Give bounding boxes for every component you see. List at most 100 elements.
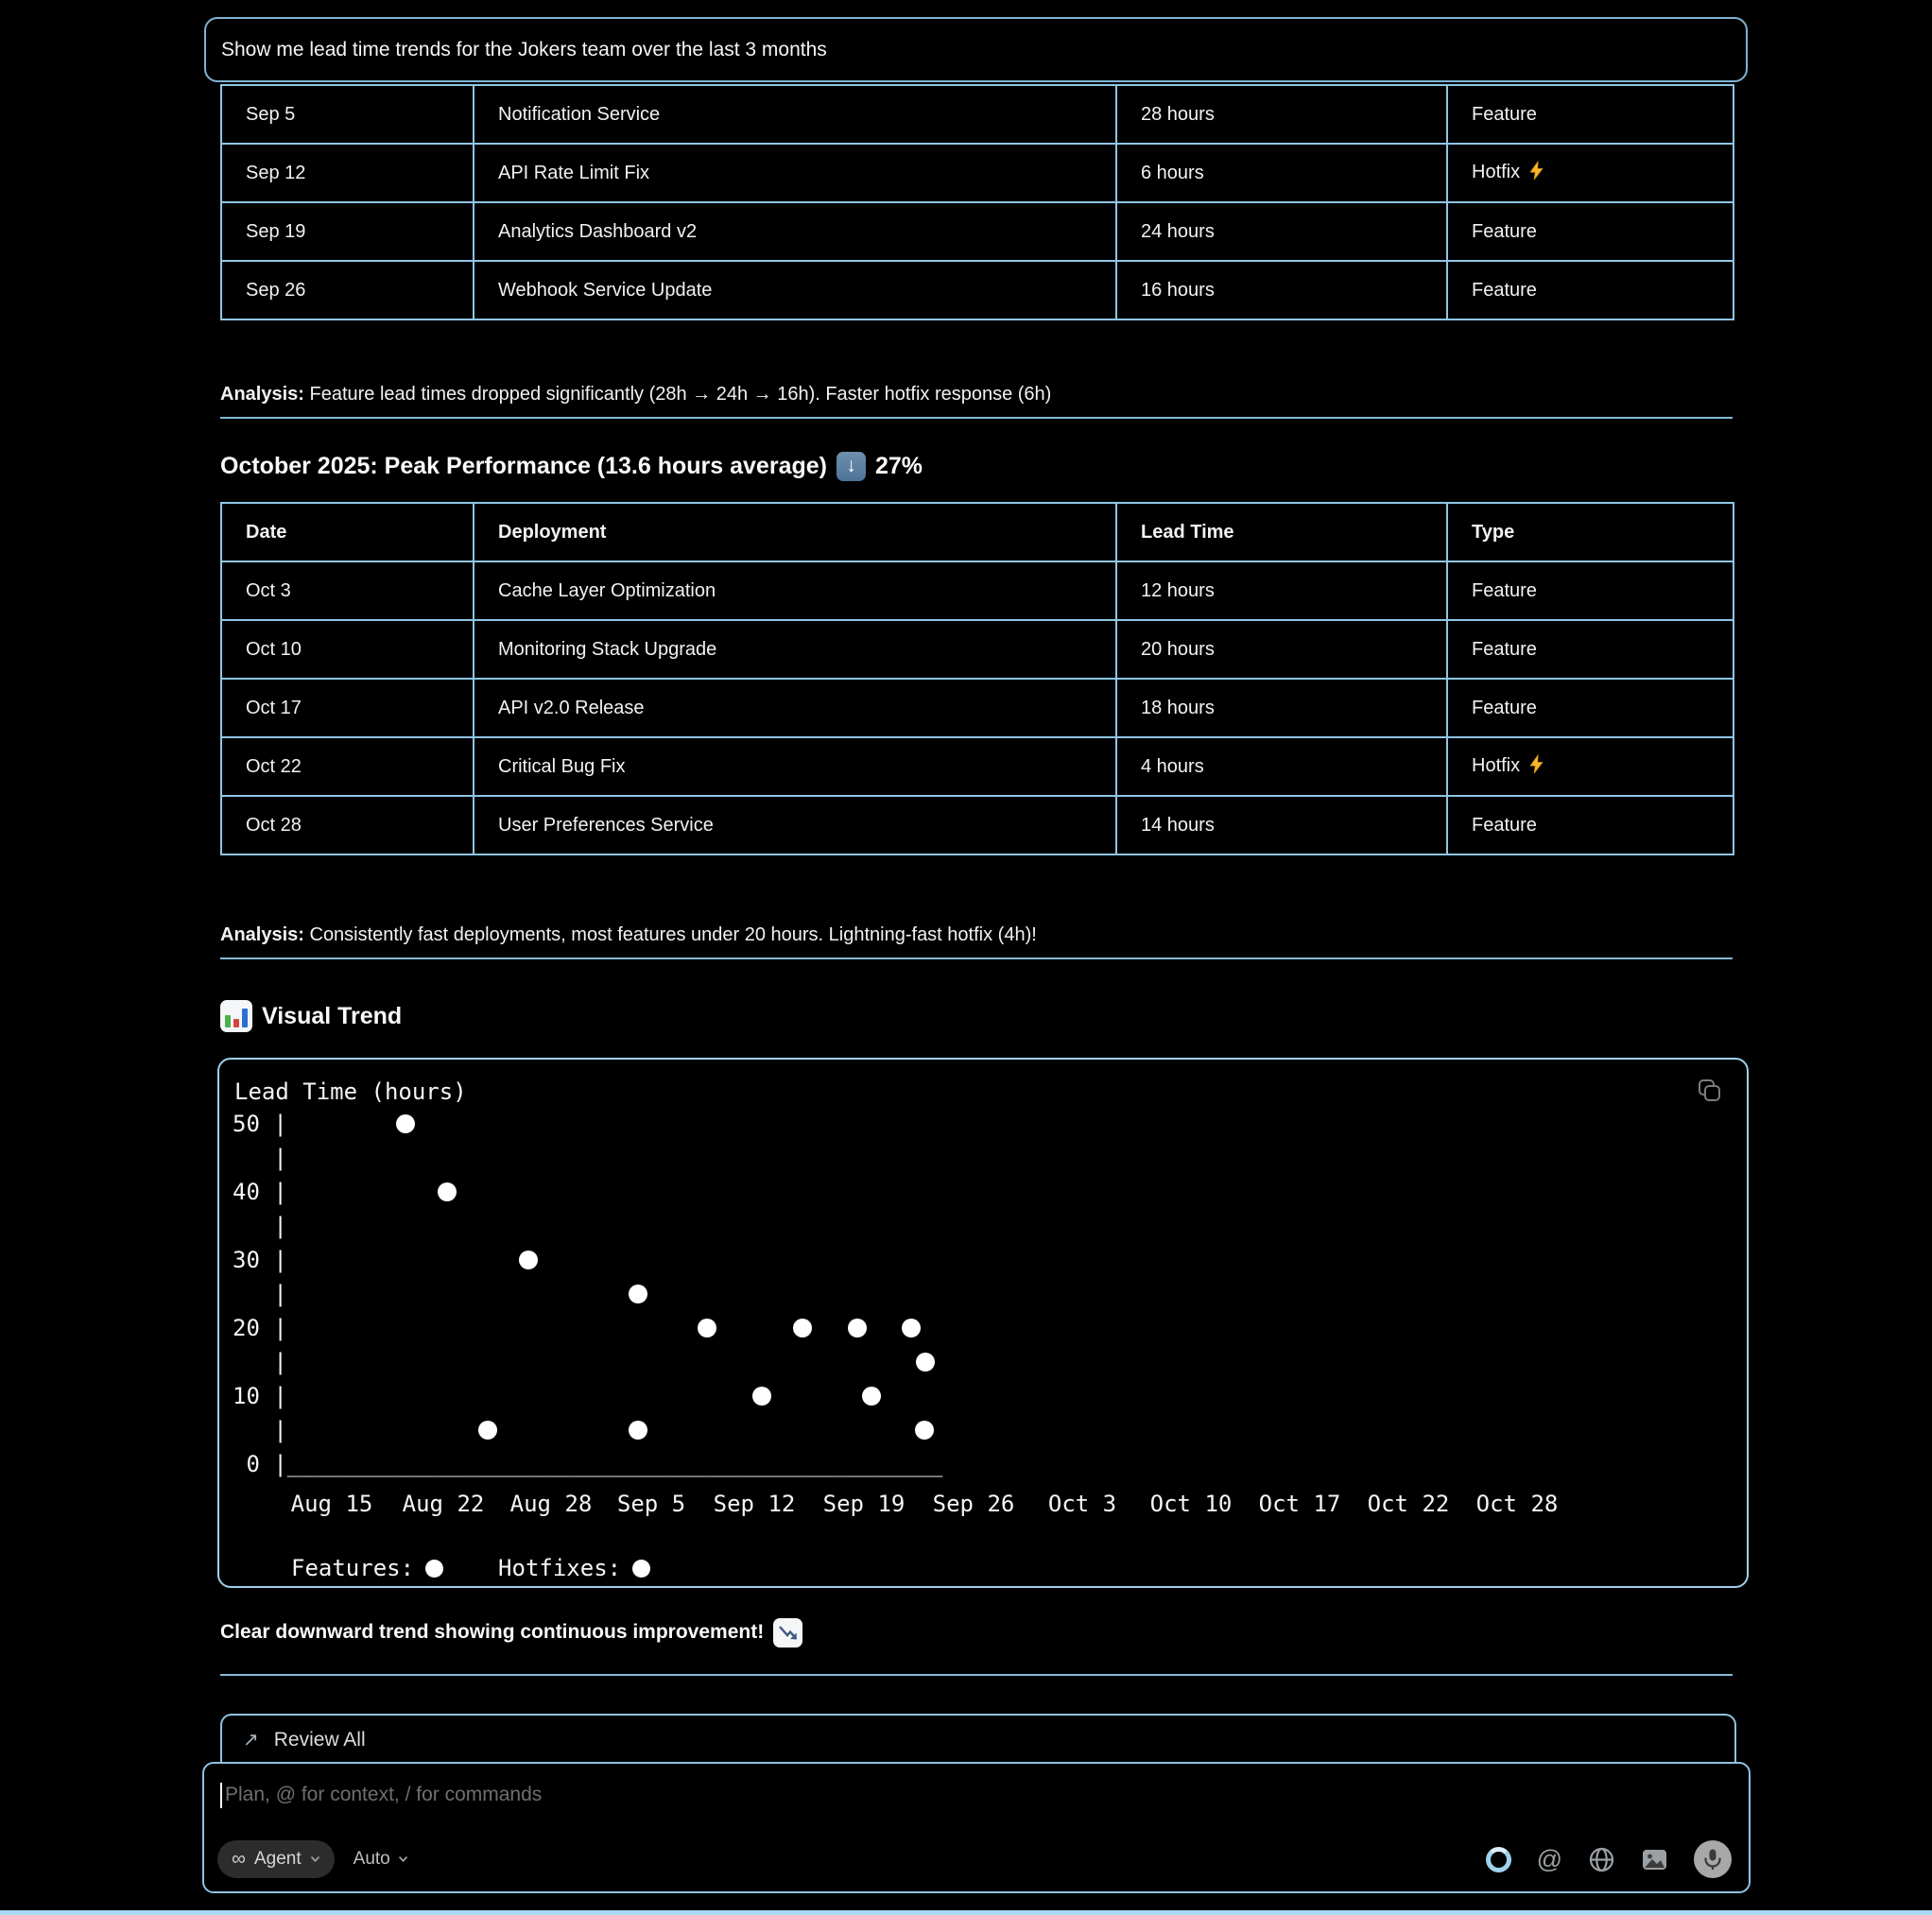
chart-title: Lead Time (hours) [234, 1078, 467, 1105]
chart-dot [793, 1319, 812, 1337]
deployment-cell: Webhook Service Update [473, 260, 1117, 320]
analysis-text: Consistently fast deployments, most feat… [303, 924, 1037, 945]
lead-time-cell: 6 hours [1115, 143, 1448, 203]
table-header-cell: Date [220, 502, 474, 562]
model-selector-label: Auto [353, 1849, 390, 1869]
chart-dot [698, 1319, 716, 1337]
chart-x-label: Oct 3 [1047, 1491, 1117, 1517]
section-divider [220, 417, 1733, 419]
composer-input[interactable]: Plan, @ for context, / for commands ∞ Ag… [202, 1762, 1751, 1893]
type-cell: Feature [1446, 795, 1734, 855]
table-row: Sep 12 API Rate Limit Fix 6 hours Hotfix [220, 143, 1734, 203]
chart-y-tick-row: 30 | [233, 1243, 942, 1277]
chart-y-tick-row: 10 | [233, 1379, 942, 1413]
table-header-cell: Deployment [473, 502, 1117, 562]
chart-y-axis-segment: | [233, 1213, 287, 1239]
type-cell: Feature [1446, 561, 1734, 621]
lead-time-cell: 18 hours [1115, 678, 1448, 738]
table-row: Sep 5 Notification Service 28 hours Feature [220, 84, 1734, 145]
mic-button[interactable] [1694, 1840, 1732, 1878]
user-message-text: Show me lead time trends for the Jokers … [221, 38, 827, 60]
date-cell: Oct 3 [220, 561, 474, 621]
table-row: Oct 17 API v2.0 Release 18 hours Feature [220, 678, 1734, 738]
chart-legend: Features: Hotfixes: [291, 1549, 651, 1587]
chart-y-tick-label: 40 [233, 1179, 260, 1205]
table-row: Sep 19 Analytics Dashboard v2 24 hours Feat… [220, 201, 1734, 262]
chart-x-label: Oct 10 [1149, 1491, 1233, 1517]
visual-trend-heading: Visual Trend [220, 1000, 1827, 1032]
chart-dot [629, 1285, 647, 1303]
table-header-cell: Type [1446, 502, 1734, 562]
lead-time-cell: 28 hours [1115, 84, 1448, 145]
lead-time-cell: 4 hours [1115, 736, 1448, 797]
lead-time-cell: 14 hours [1115, 795, 1448, 855]
chart-y-tick-label: 0 [246, 1451, 260, 1477]
chart-y-axis-segment: | [233, 1349, 287, 1375]
date-cell: Sep 12 [220, 143, 474, 203]
visual-trend-title: Visual Trend [262, 1003, 403, 1029]
down-arrow-emoji-icon: ↓ [836, 451, 866, 481]
type-cell: Feature [1446, 201, 1734, 262]
chart-dot [519, 1251, 538, 1269]
chart-x-label: Sep 12 [713, 1491, 796, 1517]
bottom-edge-bar [0, 1910, 1932, 1915]
agent-mode-pill[interactable]: ∞ Agent [217, 1840, 335, 1878]
analysis-label: Analysis: [220, 924, 304, 945]
table-header-row: Date Deployment Lead Time Type [220, 502, 1734, 562]
section-divider [220, 1674, 1733, 1676]
chart-x-label: Oct 28 [1475, 1491, 1559, 1517]
globe-icon[interactable] [1588, 1846, 1615, 1873]
date-cell: Sep 19 [220, 201, 474, 262]
chart-x-label: Sep 5 [616, 1491, 686, 1517]
image-icon[interactable] [1641, 1846, 1668, 1873]
chart-x-label: Aug 15 [290, 1491, 373, 1517]
type-cell: Feature [1446, 260, 1734, 320]
chart-y-tick-row: 0 |_____________________________________… [233, 1447, 942, 1481]
chart-dot [478, 1421, 497, 1440]
chart-y-tick-label: 10 [233, 1383, 260, 1409]
usage-ring-icon[interactable] [1485, 1846, 1511, 1872]
chart-y-axis-segment: | [233, 1417, 287, 1443]
chart-legend-label: Features: [291, 1555, 415, 1581]
infinity-icon: ∞ [232, 1848, 246, 1870]
table-row: Sep 26 Webhook Service Update 16 hours Feat… [220, 260, 1734, 320]
chart-dot [396, 1114, 415, 1133]
chart-y-axis: 50 | | 40 | | 30 | | 20 | | 10 | | 0 |_______… [233, 1107, 942, 1481]
chart-dot [752, 1387, 771, 1406]
chart-x-label: Aug 22 [402, 1491, 485, 1517]
chart-decreasing-emoji-icon [773, 1618, 803, 1648]
deployment-cell: API v2.0 Release [473, 678, 1117, 738]
composer-toolbar: ∞ Agent Auto @ [217, 1839, 1732, 1879]
composer-placeholder: Plan, @ for context, / for commands [225, 1784, 543, 1805]
deployment-cell: Cache Layer Optimization [473, 561, 1117, 621]
chart-legend-marker [425, 1559, 444, 1578]
deployment-cell: User Preferences Service [473, 795, 1117, 855]
september-table: Sep 5 Notification Service 28 hours Feature… [220, 84, 1734, 320]
chart-code-block: Lead Time (hours) 50 | | 40 | | 30 | | 20 |… [217, 1058, 1749, 1588]
review-all-button[interactable]: ↗ Review All [220, 1714, 1736, 1764]
date-cell: Sep 5 [220, 84, 474, 145]
analysis-label: Analysis: [220, 384, 304, 405]
chart-y-tick-row: 40 | [233, 1175, 942, 1209]
september-deployments-table: Sep 5 Notification Service 28 hours Feature… [220, 84, 1734, 320]
chart-y-axis-segment: | [233, 1145, 287, 1171]
type-cell: Feature [1446, 84, 1734, 145]
october-heading-text: October 2025: Peak Performance (13.6 hou… [220, 453, 827, 479]
chart-dot [916, 1353, 935, 1372]
type-cell: Feature [1446, 678, 1734, 738]
october-deployments-table: Date Deployment Lead Time Type Oct 3 Cache La… [220, 502, 1734, 855]
type-cell: Feature [1446, 619, 1734, 680]
copy-button[interactable] [1694, 1077, 1726, 1109]
chart-legend-label: Hotfixes: [498, 1555, 622, 1581]
table-row: Oct 3 Cache Layer Optimization 12 hours Fea… [220, 561, 1734, 621]
chart-x-label: Sep 26 [932, 1491, 1015, 1517]
analysis-text: Feature lead times dropped significantly… [303, 384, 1052, 405]
lightning-bolt-icon [1527, 160, 1545, 186]
deployment-cell: Analytics Dashboard v2 [473, 201, 1117, 262]
date-cell: Oct 17 [220, 678, 474, 738]
chart-x-label: Sep 19 [822, 1491, 906, 1517]
model-selector-auto[interactable]: Auto [354, 1849, 408, 1870]
mention-icon[interactable]: @ [1536, 1844, 1562, 1873]
type-cell: Hotfix [1446, 143, 1734, 203]
deployment-cell: API Rate Limit Fix [473, 143, 1117, 203]
